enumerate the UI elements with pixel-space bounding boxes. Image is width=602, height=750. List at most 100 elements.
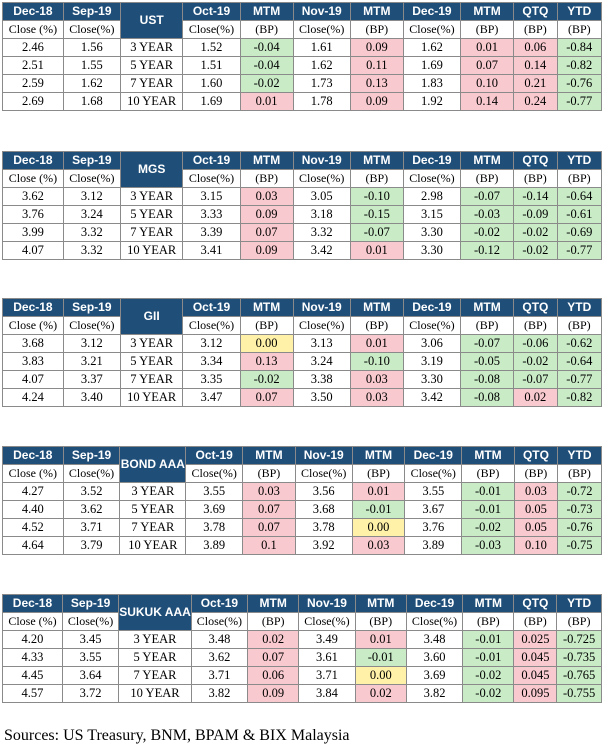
change-cell: 0.01 xyxy=(349,241,404,260)
yield-cell: 3.89 xyxy=(185,536,244,555)
change-cell: 0.09 xyxy=(239,205,294,224)
table-row: 4.33 3.55 5 YEAR 3.62 0.07 3.61 -0.01 3.60 -0.01… xyxy=(2,648,602,667)
change-cell: 0.01 xyxy=(349,334,404,353)
header-cell: YTD xyxy=(556,594,602,613)
change-cell: 0.14 xyxy=(459,92,515,111)
change-cell: -0.01 xyxy=(461,500,515,519)
subheader-cell: Close(%) xyxy=(182,316,241,335)
change-cell: 0.02 xyxy=(354,684,407,703)
tenor-cell: 7 YEAR xyxy=(118,666,192,685)
subheader-cell: (BP) xyxy=(556,20,602,39)
yield-cell: 3.42 xyxy=(292,241,351,260)
source-note: Sources: US Treasury, BNM, BPAM & BIX Ma… xyxy=(4,727,350,744)
yield-cell: 3.84 xyxy=(298,684,356,703)
yield-cell: 4.45 xyxy=(2,666,63,685)
yield-cell: 3.05 xyxy=(292,187,351,206)
yield-cell: 3.69 xyxy=(185,500,244,519)
header-cell: MTM xyxy=(459,2,515,21)
header-cell: Nov-19 xyxy=(294,446,353,465)
subheader-cell: Close(%) xyxy=(402,169,461,188)
yield-cell: 3.68 xyxy=(294,500,353,519)
subheader-cell: (BP) xyxy=(242,464,296,483)
yield-table-ust: Dec-18 Sep-19 UST Oct-19 MTM Nov-19 MTM Dec-19 M… xyxy=(2,2,602,111)
change-cell: 0.025 xyxy=(513,630,558,649)
table-row: 2.51 1.55 5 YEAR 1.51 -0.04 1.62 0.11 1.69 0.07 0… xyxy=(2,56,602,75)
yield-table-mgs: Dec-18 Sep-19 MGS Oct-19 MTM Nov-19 MTM Dec-19 M… xyxy=(2,151,602,260)
subheader-cell: Close(%) xyxy=(182,169,241,188)
subheader-cell: (BP) xyxy=(247,612,300,631)
change-cell: 0.07 xyxy=(242,500,296,519)
subheader-cell: (BP) xyxy=(349,316,404,335)
change-cell: 0.05 xyxy=(513,500,559,519)
change-cell: -0.69 xyxy=(556,223,602,242)
subheader-cell: Close (%) xyxy=(2,316,64,335)
subheader-cell: Close(%) xyxy=(62,316,121,335)
subheader-cell: Close(%) xyxy=(292,169,351,188)
header-cell: MTM xyxy=(239,298,294,317)
header-cell: YTD xyxy=(556,2,602,21)
table-row: 3.68 3.12 3 YEAR 3.12 0.00 3.13 0.01 3.06 -0.07-… xyxy=(2,334,602,353)
table-name: MGS xyxy=(119,151,184,188)
yield-cell: 3.52 xyxy=(62,482,121,501)
change-cell: -0.725 xyxy=(556,630,602,649)
yield-cell: 4.57 xyxy=(2,684,63,703)
change-cell: 0.045 xyxy=(513,666,558,685)
table-row: 4.27 3.52 3 YEAR 3.55 0.03 3.56 0.01 3.55 -0.01 0… xyxy=(2,482,602,501)
yield-cell: 1.62 xyxy=(292,56,351,75)
header-cell: MTM xyxy=(349,2,404,21)
header-cell: QTQ xyxy=(513,151,558,170)
yield-cell: 3.79 xyxy=(62,536,121,555)
subheader-cell: (BP) xyxy=(556,169,602,188)
change-cell: 0.03 xyxy=(239,187,294,206)
table-row: 4.24 3.40 10 YEAR 3.47 0.07 3.50 0.03 3.42 -0.08… xyxy=(2,388,602,407)
header-cell: QTQ xyxy=(513,2,558,21)
yield-cell: 3.32 xyxy=(62,223,121,242)
header-cell: Nov-19 xyxy=(292,298,351,317)
subheader-cell: Close(%) xyxy=(190,612,249,631)
subheader-cell: Close(%) xyxy=(298,612,356,631)
change-cell: -0.01 xyxy=(354,648,407,667)
change-cell: -0.73 xyxy=(557,500,602,519)
yield-cell: 3.15 xyxy=(402,205,461,224)
tenor-cell: 3 YEAR xyxy=(118,630,192,649)
yield-cell: 3.12 xyxy=(182,334,241,353)
change-cell: 0.00 xyxy=(239,334,294,353)
change-cell: 0.095 xyxy=(513,684,558,703)
subheader-cell: (BP) xyxy=(351,464,406,483)
yield-cell: 2.98 xyxy=(402,187,461,206)
tenor-cell: 5 YEAR xyxy=(119,56,184,75)
subheader-cell: Close(%) xyxy=(405,612,464,631)
header-cell: Dec-19 xyxy=(402,298,461,317)
yield-cell: 1.69 xyxy=(182,92,241,111)
subheader-cell: (BP) xyxy=(459,316,515,335)
change-cell: -0.03 xyxy=(459,205,515,224)
header-cell: MTM xyxy=(242,446,296,465)
change-cell: -0.76 xyxy=(556,74,602,93)
yield-cell: 3.32 xyxy=(62,241,121,260)
subheader-cell: (BP) xyxy=(349,20,404,39)
yield-cell: 3.56 xyxy=(294,482,353,501)
change-cell: -0.76 xyxy=(557,518,602,537)
subheader-cell: Close (%) xyxy=(2,464,64,483)
change-cell: 0.03 xyxy=(242,482,296,501)
change-cell: 0.07 xyxy=(242,518,296,537)
yield-cell: 3.62 xyxy=(62,500,121,519)
subheader-cell: Close(%) xyxy=(61,612,120,631)
change-cell: -0.64 xyxy=(556,352,602,371)
subheader-cell: (BP) xyxy=(556,612,602,631)
tenor-cell: 5 YEAR xyxy=(119,205,184,224)
subheader-cell: Close(%) xyxy=(62,20,121,39)
subheader-cell: (BP) xyxy=(557,464,602,483)
subheader-cell: (BP) xyxy=(513,612,558,631)
yield-cell: 3.48 xyxy=(190,630,249,649)
change-cell: 0.07 xyxy=(459,56,515,75)
yield-cell: 4.20 xyxy=(2,630,63,649)
subheader-cell: (BP) xyxy=(462,612,515,631)
change-cell: -0.01 xyxy=(462,630,515,649)
header-cell: Dec-19 xyxy=(405,594,464,613)
change-cell: 0.045 xyxy=(513,648,558,667)
change-cell: 0.07 xyxy=(247,648,300,667)
header-cell: Oct-19 xyxy=(182,298,241,317)
table-name: UST xyxy=(119,2,184,39)
change-cell: 0.09 xyxy=(247,684,300,703)
